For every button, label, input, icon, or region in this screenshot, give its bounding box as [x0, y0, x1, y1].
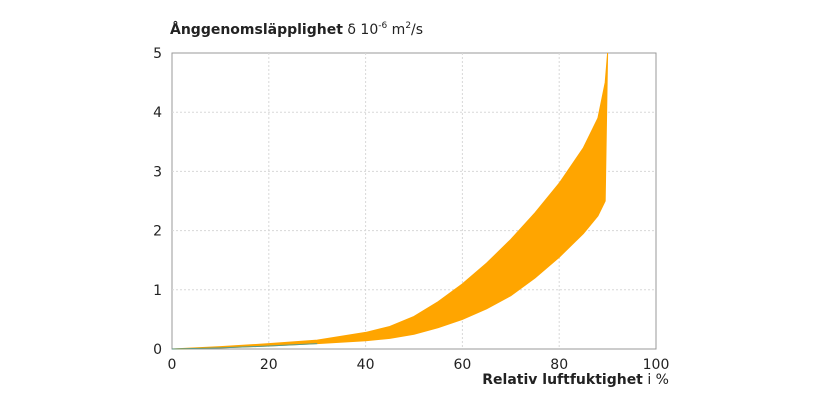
- x-tick-label-3: 60: [453, 357, 471, 373]
- y-axis-label-name: Ånggenomsläpplighet: [170, 22, 343, 38]
- data-band-area: [171, 52, 609, 350]
- x-tick-labels: 0 20 40 60 80 100: [168, 357, 670, 373]
- y-tick-label-4: 4: [153, 105, 162, 121]
- y-axis-label: Ånggenomsläpplighet δ 10-6 m2/s: [170, 21, 424, 39]
- y-tick-label-3: 3: [153, 164, 162, 180]
- y-axis-label-unit-end: /s: [411, 22, 424, 38]
- x-tick-label-2: 40: [357, 357, 375, 373]
- y-tick-label-5: 5: [153, 46, 162, 62]
- y-axis-label-unit-tail: m: [391, 22, 406, 38]
- x-axis-label-name: Relativ luftfuktighet: [482, 372, 643, 388]
- x-tick-label-0: 0: [168, 357, 177, 373]
- y-tick-label-2: 2: [153, 224, 162, 240]
- y-tick-labels: 0 1 2 3 4 5: [153, 46, 162, 358]
- x-tick-label-1: 20: [260, 357, 278, 373]
- x-tick-label-5: 100: [643, 357, 670, 373]
- y-axis-label-unit-exp2: 2: [405, 21, 412, 31]
- y-tick-label-0: 0: [153, 342, 162, 358]
- y-axis-label-unit-base: 10: [360, 22, 379, 38]
- x-axis-label: Relativ luftfuktighet i %: [482, 372, 669, 388]
- lower-edge-line: [171, 343, 318, 350]
- x-tick-label-4: 80: [550, 357, 568, 373]
- y-tick-label-1: 1: [153, 283, 162, 299]
- y-axis-label-unit-exp: -6: [378, 21, 388, 31]
- x-axis-label-unit: i %: [647, 372, 669, 388]
- y-axis-label-symbol: δ: [347, 22, 356, 38]
- grid-lines: [172, 53, 656, 349]
